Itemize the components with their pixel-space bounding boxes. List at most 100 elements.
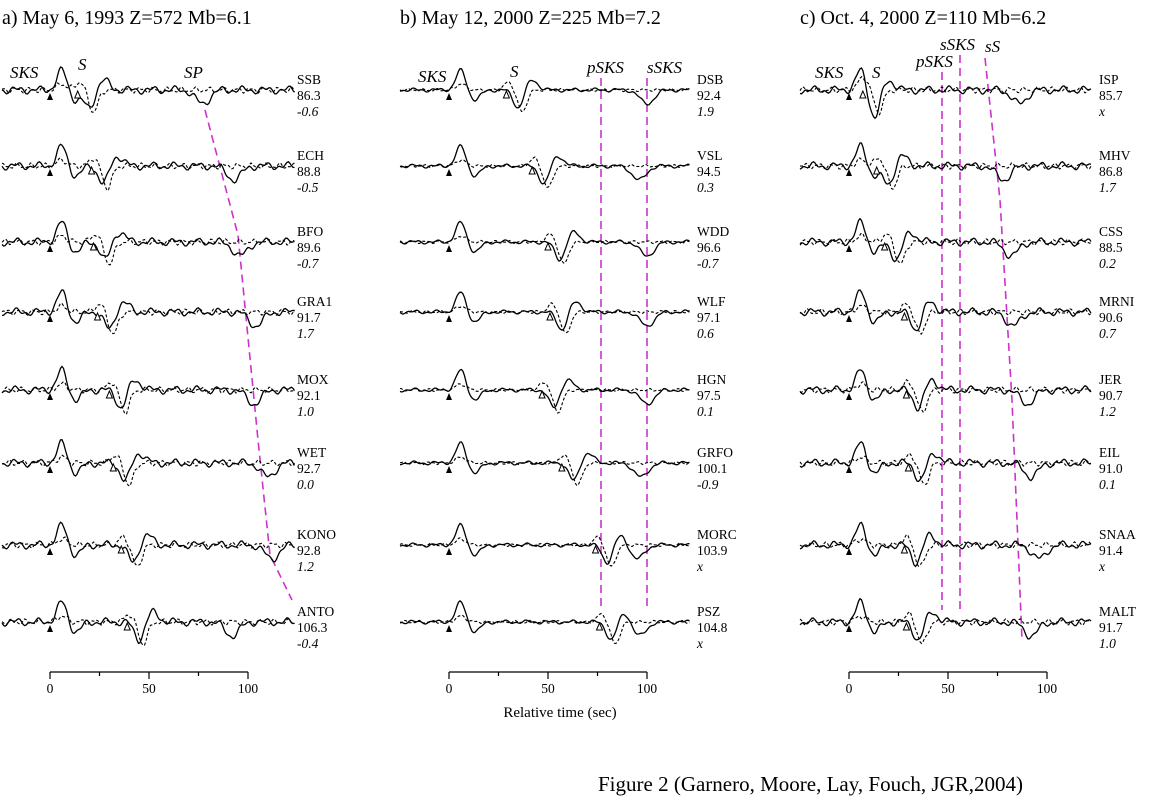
station-name: MRNI <box>1099 294 1135 309</box>
trace-dashed-hgn <box>399 382 690 414</box>
station-name: HGN <box>697 372 726 387</box>
trace-solid-css <box>799 217 1092 263</box>
trace-dashed-vsl <box>399 156 690 188</box>
station-value: 1.2 <box>297 559 314 574</box>
trace-dashed-ssb <box>1 82 295 113</box>
s-arrival-marker <box>89 241 98 251</box>
station-value: 1.0 <box>297 404 314 419</box>
station-value: 0.1 <box>1099 477 1116 492</box>
phase-label-s-b: S <box>510 62 519 81</box>
panel-b-traces: DSB92.41.9VSL94.50.3WDD96.6-0.7WLF97.10.… <box>399 68 737 651</box>
trace-dashed-wet <box>2 454 295 487</box>
trace-dashed-wdd <box>399 233 690 264</box>
trace-solid-malt <box>799 597 1092 641</box>
trace-dashed-grfo <box>399 454 690 487</box>
station-value: -0.4 <box>297 636 319 651</box>
station-distance: 92.4 <box>697 88 721 103</box>
phase-label-ssks-c: sSKS <box>940 35 975 54</box>
station-value: 0.3 <box>697 180 714 195</box>
sp-guide-line <box>204 109 293 601</box>
phase-label-psks-c: pSKS <box>915 52 953 71</box>
time-tick-label: 0 <box>446 681 453 696</box>
station-distance: 91.0 <box>1099 461 1123 476</box>
x-axis-label: Relative time (sec) <box>503 705 616 721</box>
time-axes: 0 50 100 0 50 100 0 50 100 <box>47 671 1057 696</box>
trace-dashed-mox <box>1 381 295 415</box>
panel-b-title: b) May 12, 2000 Z=225 Mb=7.2 <box>400 7 661 29</box>
trace-dashed-kono <box>1 534 295 566</box>
sks-arrival-marker <box>446 393 452 400</box>
station-distance: 92.7 <box>297 461 321 476</box>
station-distance: 88.5 <box>1099 240 1123 255</box>
station-name: VSL <box>697 148 723 163</box>
s-arrival-marker <box>872 165 881 175</box>
station-name: SNAA <box>1099 527 1136 542</box>
station-name: SSB <box>297 72 321 87</box>
station-distance: 89.6 <box>297 240 321 255</box>
trace-solid-isp <box>799 67 1092 120</box>
station-name: MHV <box>1099 148 1131 163</box>
station-distance: 92.8 <box>297 543 321 558</box>
sks-arrival-marker <box>446 625 452 632</box>
station-value: 0.1 <box>697 404 714 419</box>
station-name: WDD <box>697 224 729 239</box>
station-name: ECH <box>297 148 324 163</box>
phase-label-sp-a: SP <box>184 63 203 82</box>
station-distance: 100.1 <box>697 461 727 476</box>
phase-label-psks-b: pSKS <box>586 58 624 77</box>
sks-arrival-marker <box>47 393 53 400</box>
trace-dashed-mhv <box>799 157 1092 190</box>
station-value: -0.6 <box>297 104 319 119</box>
station-distance: 106.3 <box>297 620 328 635</box>
station-distance: 90.7 <box>1099 388 1123 403</box>
phase-label-s-a: S <box>78 55 87 74</box>
station-name: PSZ <box>697 604 720 619</box>
s-arrival-marker <box>591 544 600 554</box>
time-tick-label: 50 <box>142 681 156 696</box>
s-arrival-marker <box>123 621 131 631</box>
trace-dashed-anto <box>1 614 295 646</box>
station-value: x <box>696 636 703 651</box>
station-name: WET <box>297 445 327 460</box>
s-arrival-marker <box>105 389 114 399</box>
station-name: EIL <box>1099 445 1120 460</box>
sks-arrival-marker <box>47 548 53 555</box>
trace-solid-mrni <box>799 289 1092 332</box>
station-distance: 91.7 <box>297 310 321 325</box>
station-name: WLF <box>697 294 726 309</box>
figure-caption: Figure 2 (Garnero, Moore, Lay, Fouch, JG… <box>598 772 1023 796</box>
trace-dashed-bfo <box>1 234 295 266</box>
station-distance: 90.6 <box>1099 310 1123 325</box>
sks-arrival-marker <box>446 245 452 252</box>
station-distance: 88.8 <box>297 164 321 179</box>
station-value: -0.7 <box>697 256 720 271</box>
trace-solid-eil <box>799 440 1092 483</box>
station-value: 1.2 <box>1099 404 1116 419</box>
sks-arrival-marker <box>47 93 53 100</box>
trace-solid-kono <box>1 521 295 564</box>
station-name: JER <box>1099 372 1122 387</box>
trace-solid-grfo <box>399 441 690 481</box>
trace-dashed-isp <box>799 75 1092 116</box>
station-name: CSS <box>1099 224 1123 239</box>
sks-arrival-marker <box>446 548 452 555</box>
sks-arrival-marker <box>846 466 852 473</box>
s-arrival-marker <box>904 462 913 472</box>
s-arrival-marker <box>558 462 566 472</box>
trace-dashed-mrni <box>799 302 1092 335</box>
s-arrival-marker <box>544 241 552 251</box>
s-arrival-marker <box>117 544 126 554</box>
s-arrival-marker <box>595 621 604 631</box>
station-value: -0.7 <box>297 256 320 271</box>
station-name: GRFO <box>697 445 733 460</box>
sks-arrival-marker <box>47 625 53 632</box>
trace-solid-bfo <box>1 220 295 257</box>
trace-solid-mhv <box>799 142 1092 185</box>
s-arrival-marker <box>73 89 82 99</box>
station-value: 0.7 <box>1099 326 1117 341</box>
sks-arrival-marker <box>47 315 53 322</box>
sks-arrival-marker <box>846 625 852 632</box>
trace-dashed-css <box>799 232 1092 264</box>
